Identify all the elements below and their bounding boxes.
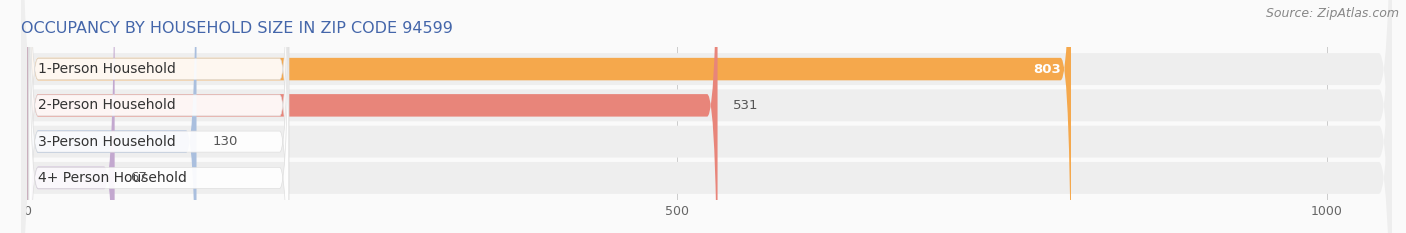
FancyBboxPatch shape [30, 0, 288, 233]
FancyBboxPatch shape [30, 0, 288, 233]
Text: 130: 130 [212, 135, 238, 148]
Text: 67: 67 [131, 171, 148, 184]
FancyBboxPatch shape [21, 0, 1392, 233]
Text: OCCUPANCY BY HOUSEHOLD SIZE IN ZIP CODE 94599: OCCUPANCY BY HOUSEHOLD SIZE IN ZIP CODE … [21, 21, 453, 36]
FancyBboxPatch shape [30, 0, 288, 233]
Text: 3-Person Household: 3-Person Household [38, 135, 176, 149]
Text: 1-Person Household: 1-Person Household [38, 62, 176, 76]
Text: 2-Person Household: 2-Person Household [38, 98, 176, 112]
FancyBboxPatch shape [28, 0, 115, 233]
FancyBboxPatch shape [21, 0, 1392, 233]
Text: 4+ Person Household: 4+ Person Household [38, 171, 187, 185]
FancyBboxPatch shape [28, 0, 1071, 233]
Text: 531: 531 [733, 99, 759, 112]
Text: Source: ZipAtlas.com: Source: ZipAtlas.com [1265, 7, 1399, 20]
Text: 803: 803 [1033, 63, 1060, 75]
FancyBboxPatch shape [21, 0, 1392, 233]
FancyBboxPatch shape [28, 0, 717, 233]
FancyBboxPatch shape [21, 0, 1392, 233]
FancyBboxPatch shape [28, 0, 197, 233]
FancyBboxPatch shape [30, 0, 288, 233]
